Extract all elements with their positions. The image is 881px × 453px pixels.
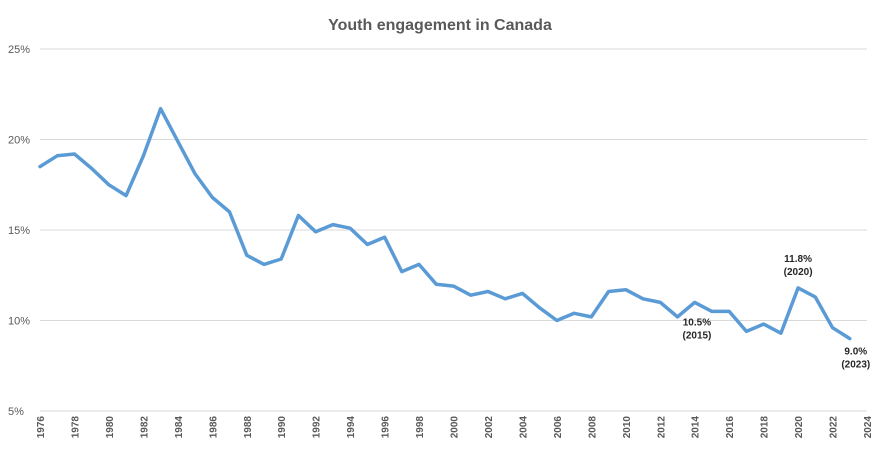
x-tick-label: 2016	[725, 416, 736, 439]
x-tick-label: 2022	[829, 416, 840, 439]
x-tick-label: 2004	[518, 416, 529, 439]
x-tick-label: 1980	[105, 416, 116, 439]
x-tick-label: 2010	[622, 416, 633, 439]
x-tick-label: 2002	[484, 416, 495, 439]
y-tick-label: 5%	[8, 406, 24, 418]
series-line	[38, 106, 852, 341]
x-tick-label: 1996	[381, 416, 392, 439]
x-tick-label: 1994	[346, 416, 357, 439]
x-tick-label: 2018	[760, 416, 771, 439]
x-tick-label: 2000	[450, 416, 461, 439]
x-tick-label: 2014	[691, 416, 702, 439]
annotations: 10.5% (2015) 11.8% (2020) 9.0% (2023)	[682, 254, 870, 371]
chart-title: Youth engagement in Canada	[328, 17, 552, 34]
x-tick-label: 2006	[553, 416, 564, 439]
y-tick-label: 15%	[8, 225, 30, 237]
x-tick-label: 1988	[243, 416, 254, 439]
x-tick-label: 2008	[587, 416, 598, 439]
x-axis-ticks: 1976 1978 1980 1982 1984 1986 1988 1990 1992 1994…	[36, 416, 874, 439]
y-tick-label: 10%	[8, 316, 30, 328]
x-tick-label: 1986	[208, 416, 219, 439]
y-tick-label: 25%	[8, 44, 30, 56]
x-tick-label: 1982	[139, 416, 150, 439]
gridlines	[40, 48, 867, 412]
annotation-year: (2023)	[841, 360, 870, 371]
x-tick-label: 2012	[656, 416, 667, 439]
y-tick-label: 20%	[8, 135, 30, 147]
annotation-value: 11.8%	[784, 254, 812, 265]
x-tick-label: 1984	[174, 416, 185, 439]
series	[38, 106, 852, 341]
x-tick-label: 2020	[794, 416, 805, 439]
x-tick-label: 1992	[312, 416, 323, 439]
annotation-value: 9.0%	[844, 347, 867, 358]
y-axis-ticks: 5% 10% 15% 20% 25%	[8, 44, 30, 418]
annotation-year: (2020)	[784, 267, 813, 278]
annotation-value: 10.5%	[683, 317, 711, 328]
x-tick-label: 1978	[70, 416, 81, 439]
x-tick-label: 1998	[415, 416, 426, 439]
annotation-year: (2015)	[682, 330, 711, 341]
x-tick-label: 1990	[277, 416, 288, 439]
x-tick-label: 1976	[36, 416, 47, 439]
x-tick-label: 2024	[863, 416, 874, 439]
